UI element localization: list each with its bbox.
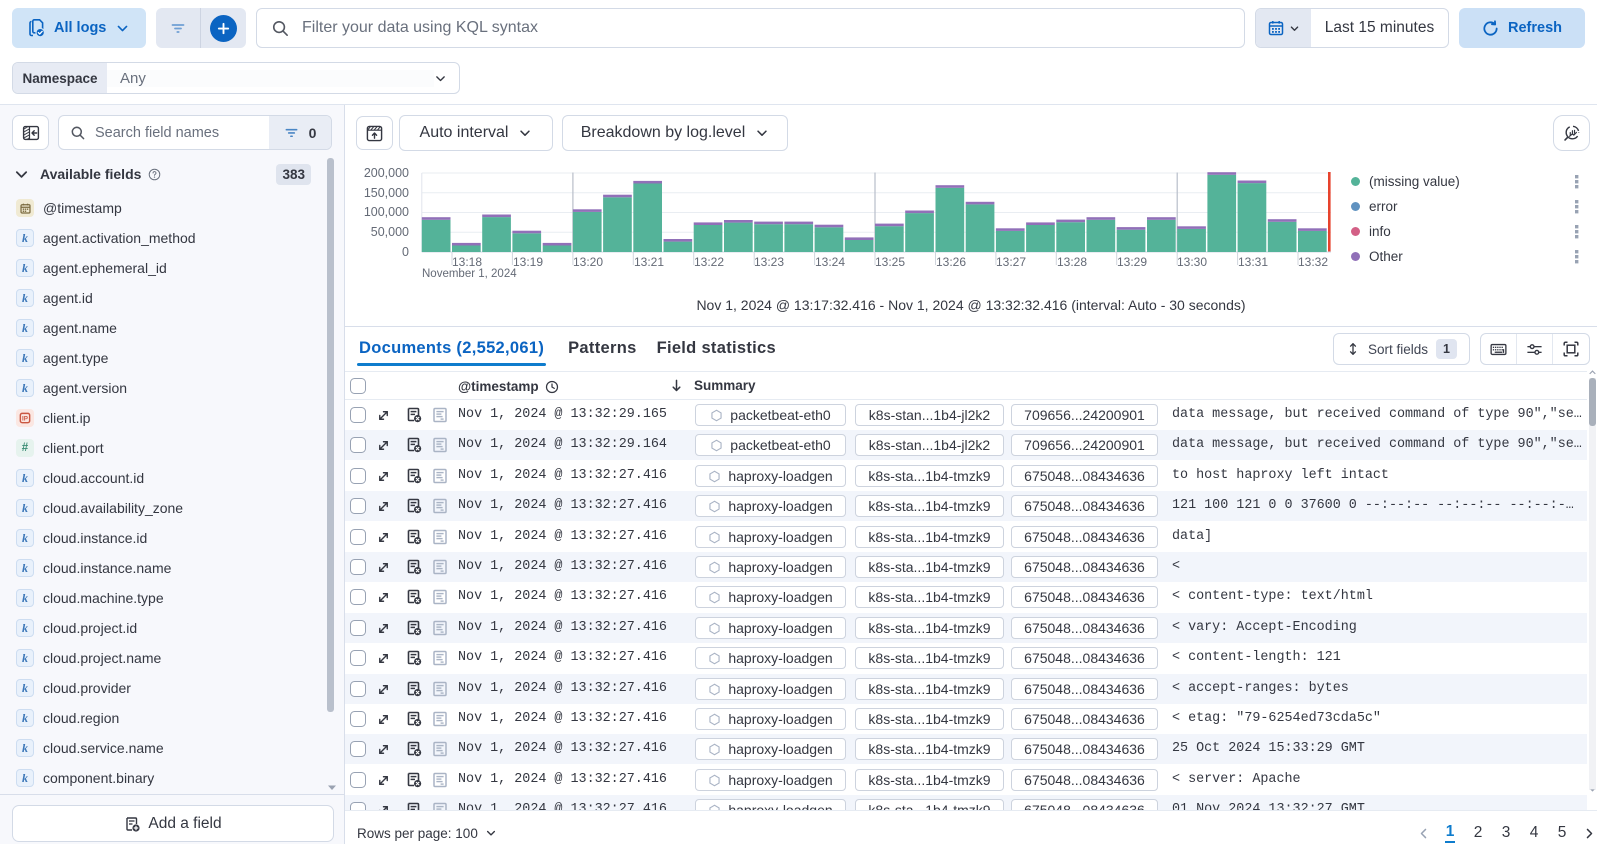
svg-text:IP: IP [22, 416, 28, 423]
